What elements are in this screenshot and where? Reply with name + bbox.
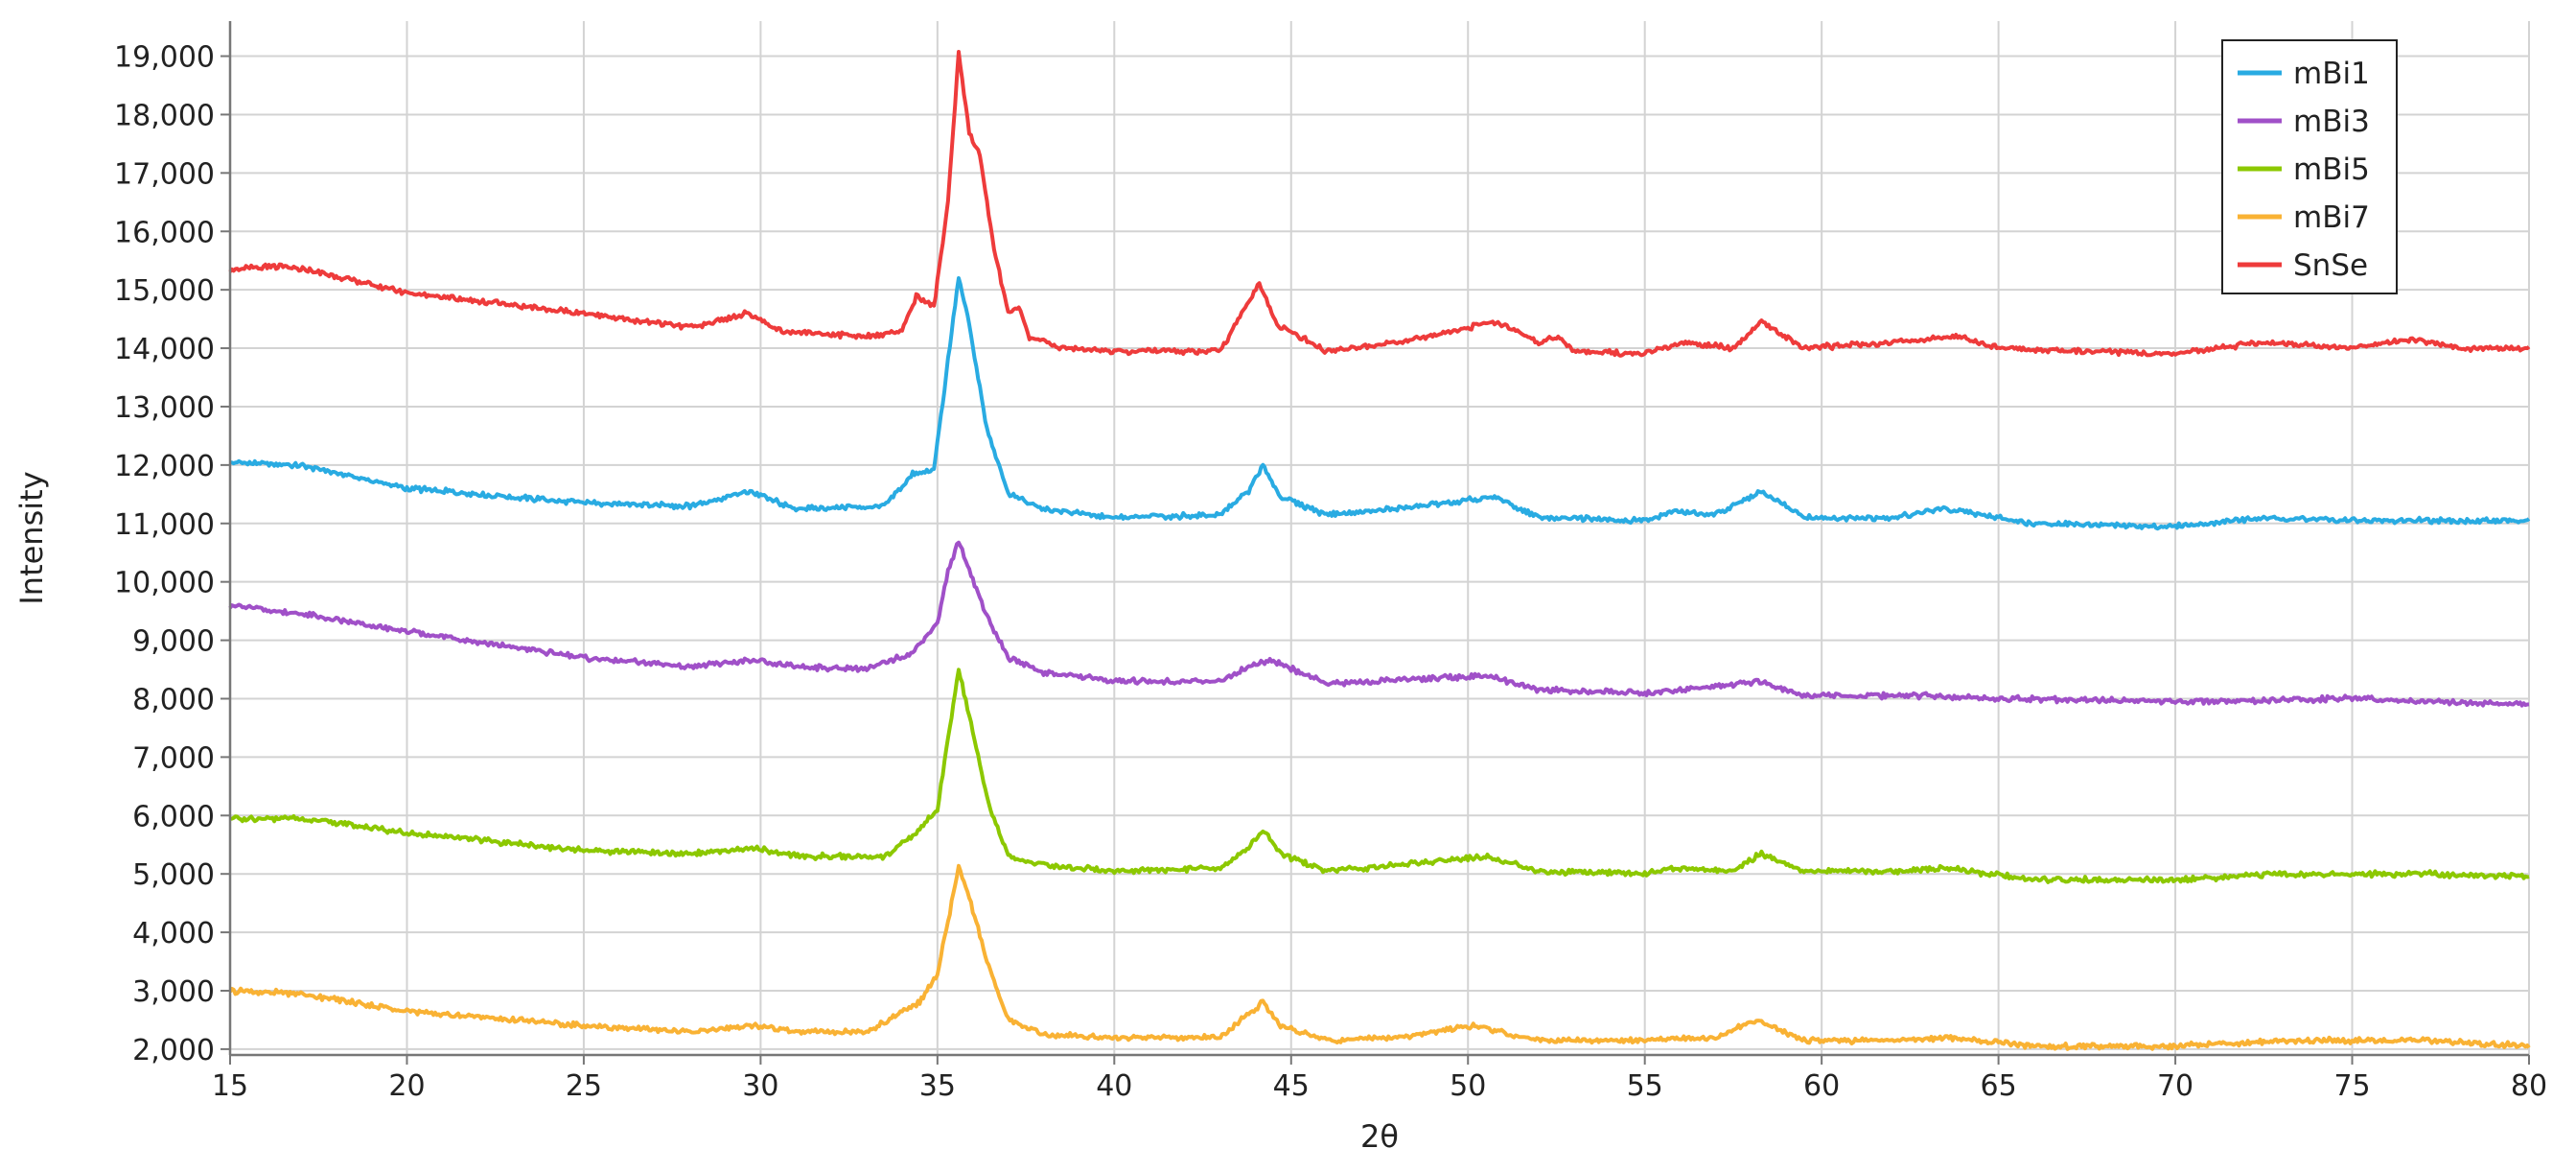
legend-label: mBi7 [2293, 200, 2370, 235]
x-tick-label: 30 [742, 1069, 778, 1103]
y-tick-label: 17,000 [114, 157, 215, 191]
legend-box [2221, 39, 2398, 294]
series-line-SnSe [228, 50, 2531, 358]
y-tick-labels: 2,000 3,000 4,000 5,000 6,000 7,000 8,000 9,000… [114, 41, 215, 1067]
x-axis-title: 2θ [1360, 1118, 1399, 1155]
x-tick-label: 25 [566, 1069, 602, 1103]
x-tick-label: 60 [1803, 1069, 1840, 1103]
y-axis-title: Intensity [13, 471, 50, 604]
legend-label: SnSe [2293, 248, 2368, 283]
y-tick-label: 2,000 [132, 1034, 215, 1067]
legend-label: mBi1 [2293, 57, 2370, 91]
x-tick-label: 20 [388, 1069, 425, 1103]
x-tick-label: 50 [1450, 1069, 1486, 1103]
y-tick-label: 18,000 [114, 99, 215, 132]
y-tick-label: 12,000 [114, 450, 215, 483]
y-tick-label: 13,000 [114, 391, 215, 425]
y-tick-label: 16,000 [114, 216, 215, 249]
x-tick-label: 45 [1273, 1069, 1310, 1103]
y-tick-label: 5,000 [132, 858, 215, 892]
y-tick-label: 4,000 [132, 917, 215, 950]
x-tick-label: 80 [2511, 1069, 2547, 1103]
x-tick-label: 15 [212, 1069, 248, 1103]
series-line-mBi5 [229, 668, 2530, 884]
x-tick-label: 55 [1627, 1069, 1663, 1103]
x-tick-label: 35 [919, 1069, 956, 1103]
y-tick-label: 19,000 [114, 41, 215, 75]
x-tick-labels: 15 20 25 30 35 40 45 50 55 60 65 70 75 80 [212, 1069, 2547, 1103]
y-tick-label: 3,000 [132, 975, 215, 1009]
y-tick-label: 11,000 [114, 508, 215, 542]
axes [220, 21, 2530, 1065]
y-tick-label: 7,000 [132, 741, 215, 775]
legend-label: mBi3 [2293, 105, 2370, 139]
legend: mBi1 mBi3 mBi5 mBi7 SnSe [2221, 39, 2398, 294]
series-line-mBi1 [229, 276, 2531, 531]
series-line-mBi7 [228, 863, 2531, 1051]
x-tick-label: 40 [1096, 1069, 1132, 1103]
gridlines [229, 21, 2530, 1055]
legend-label: mBi5 [2293, 152, 2370, 187]
x-tick-label: 70 [2157, 1069, 2193, 1103]
y-tick-label: 8,000 [132, 683, 215, 716]
y-tick-label: 15,000 [114, 274, 215, 308]
x-tick-label: 65 [1981, 1069, 2017, 1103]
y-tick-label: 6,000 [132, 800, 215, 833]
y-tick-label: 9,000 [132, 625, 215, 659]
y-tick-label: 14,000 [114, 333, 215, 366]
series-line-mBi3 [228, 540, 2530, 708]
series-lines [228, 50, 2531, 1051]
x-tick-label: 75 [2333, 1069, 2370, 1103]
y-tick-label: 10,000 [114, 567, 215, 600]
